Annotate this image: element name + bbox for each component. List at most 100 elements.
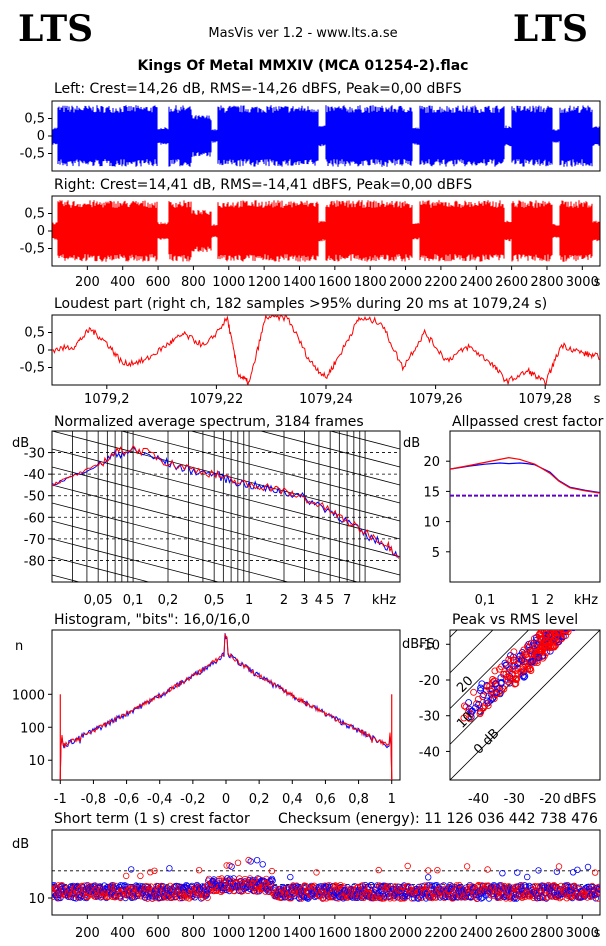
peak-rms-point (548, 619, 554, 625)
peak-rms-point (501, 659, 509, 667)
peak-rms-point (555, 615, 561, 621)
short-term-point (499, 870, 506, 877)
peak-rms-point (477, 708, 485, 716)
time-axis-tick-label: 3000 (566, 275, 599, 290)
peak-rms-point (566, 607, 572, 613)
histogram-xtick-label: -0,2 (180, 792, 205, 807)
allpassed-right-series (449, 456, 601, 494)
spectrum-slope-line (52, 466, 400, 558)
peak-rms-ytick-label: -30 (419, 710, 440, 725)
short-term-point (151, 867, 158, 874)
peak-rms-point (558, 612, 564, 618)
spectrum-slope-line (328, 431, 400, 450)
peak-rms-point (562, 621, 568, 627)
right-channel-label: Right: Crest=14,41 dB, RMS=-14,41 dBFS, … (54, 177, 473, 193)
spectrum-xtick-label: 0,2 (158, 593, 179, 608)
histogram-left-series (59, 633, 393, 780)
short-term-point (463, 863, 471, 870)
peak-rms-diagonal (450, 630, 600, 780)
peak-rms-ytick-label: -10 (419, 638, 440, 653)
short-term-point (278, 894, 285, 901)
peak-rms-point (479, 693, 487, 700)
peak-rms-point (554, 630, 562, 635)
short-term-point (247, 858, 254, 865)
short-term-xtick-label: 200 (75, 926, 100, 941)
peak-rms-point (570, 617, 576, 623)
short-term-point (584, 863, 592, 871)
file-title: Kings Of Metal MMXIV (MCA 01254-2).flac (137, 58, 469, 74)
spectrum-slope-line (52, 538, 220, 582)
spectrum-xtick-label: 1 (245, 593, 253, 608)
peak-rms-point (517, 668, 525, 676)
loudest-xunit: s (594, 392, 601, 407)
peak-rms-point (559, 610, 565, 616)
histogram-xtick-label: 0,4 (282, 792, 303, 807)
loudest-xtick-label: 1079,26 (409, 392, 463, 407)
short-term-point (127, 866, 135, 873)
time-axis-tick-label: 2200 (424, 275, 457, 290)
peak-rms-point (498, 663, 505, 671)
spectrum-ytick-label: -80 (24, 554, 45, 569)
spectrum-ytick-label: -60 (24, 511, 45, 526)
peak-rms-point (465, 708, 473, 716)
histogram-ytick-label: 1000 (12, 688, 45, 703)
peak-rms-point (460, 714, 468, 722)
peak-rms-point (565, 630, 569, 631)
peak-rms-point (496, 690, 504, 698)
peak-rms-point (563, 607, 569, 613)
allpassed-xtick-label: 2 (546, 593, 554, 608)
peak-rms-point (568, 616, 574, 622)
peak-rms-point (542, 633, 550, 641)
short-term-xtick-label: 2000 (389, 926, 422, 941)
spectrum-right-series (52, 444, 400, 559)
peak-rms-point (561, 619, 567, 625)
peak-rms-point (549, 643, 557, 651)
peak-rms-point (527, 639, 535, 647)
left-waveform-signal (52, 105, 600, 167)
short-term-xtick-label: 1800 (354, 926, 387, 941)
peak-rms-point (483, 697, 491, 705)
short-term-point (223, 862, 230, 869)
spectrum-slope-line (52, 556, 151, 582)
short-term-xtick-label: 2800 (530, 926, 563, 941)
short-term-point (555, 863, 563, 870)
short-term-ylabel: dB (12, 837, 29, 852)
short-term-point (52, 890, 56, 897)
right-waveform-signal (52, 200, 600, 262)
short-term-point (514, 869, 521, 876)
peak-rms-xtick-label: -20 (539, 792, 560, 807)
peak-rms-point (569, 621, 575, 627)
right-waveform-ytick-label: 0,5 (24, 207, 45, 222)
time-axis-tick-label: 1200 (248, 275, 281, 290)
peak-rms-point (496, 665, 503, 673)
short-term-xtick-label: 1000 (212, 926, 245, 941)
peak-rms-point (560, 618, 566, 624)
spectrum-xtick-label: 0,5 (204, 593, 225, 608)
peak-rms-point (570, 608, 576, 614)
peak-rms-point (560, 613, 566, 619)
peak-rms-point (546, 630, 550, 631)
peak-rms-point (570, 616, 576, 622)
peak-rms-point (562, 630, 569, 633)
peak-rms-point (563, 616, 569, 622)
loudest-ytick-label: 0,5 (24, 326, 45, 341)
short-term-point (287, 895, 295, 902)
peak-rms-point (512, 667, 520, 674)
peak-rms-point (575, 607, 581, 613)
short-term-point (128, 894, 136, 901)
allpassed-ytick-label: 20 (423, 455, 440, 470)
short-term-ytick-label: 10 (28, 892, 45, 907)
short-term-xtick-label: 2400 (460, 926, 493, 941)
spectrum-ytick-label: -40 (24, 468, 45, 483)
spectrum-xtick-label: 2 (280, 593, 288, 608)
histogram-xtick-label: 0,6 (315, 792, 336, 807)
peak-rms-point (505, 664, 513, 672)
peak-rms-point (573, 614, 579, 620)
allpassed-ytick-label: 10 (423, 516, 440, 531)
left-waveform-ytick-label: -0,5 (20, 147, 45, 162)
loudest-part-frame (51, 314, 601, 386)
short-term-point (298, 895, 305, 902)
short-term-point (253, 857, 261, 864)
short-term-xtick-label: 2200 (424, 926, 457, 941)
allpassed-xtick-label: 1 (531, 593, 539, 608)
